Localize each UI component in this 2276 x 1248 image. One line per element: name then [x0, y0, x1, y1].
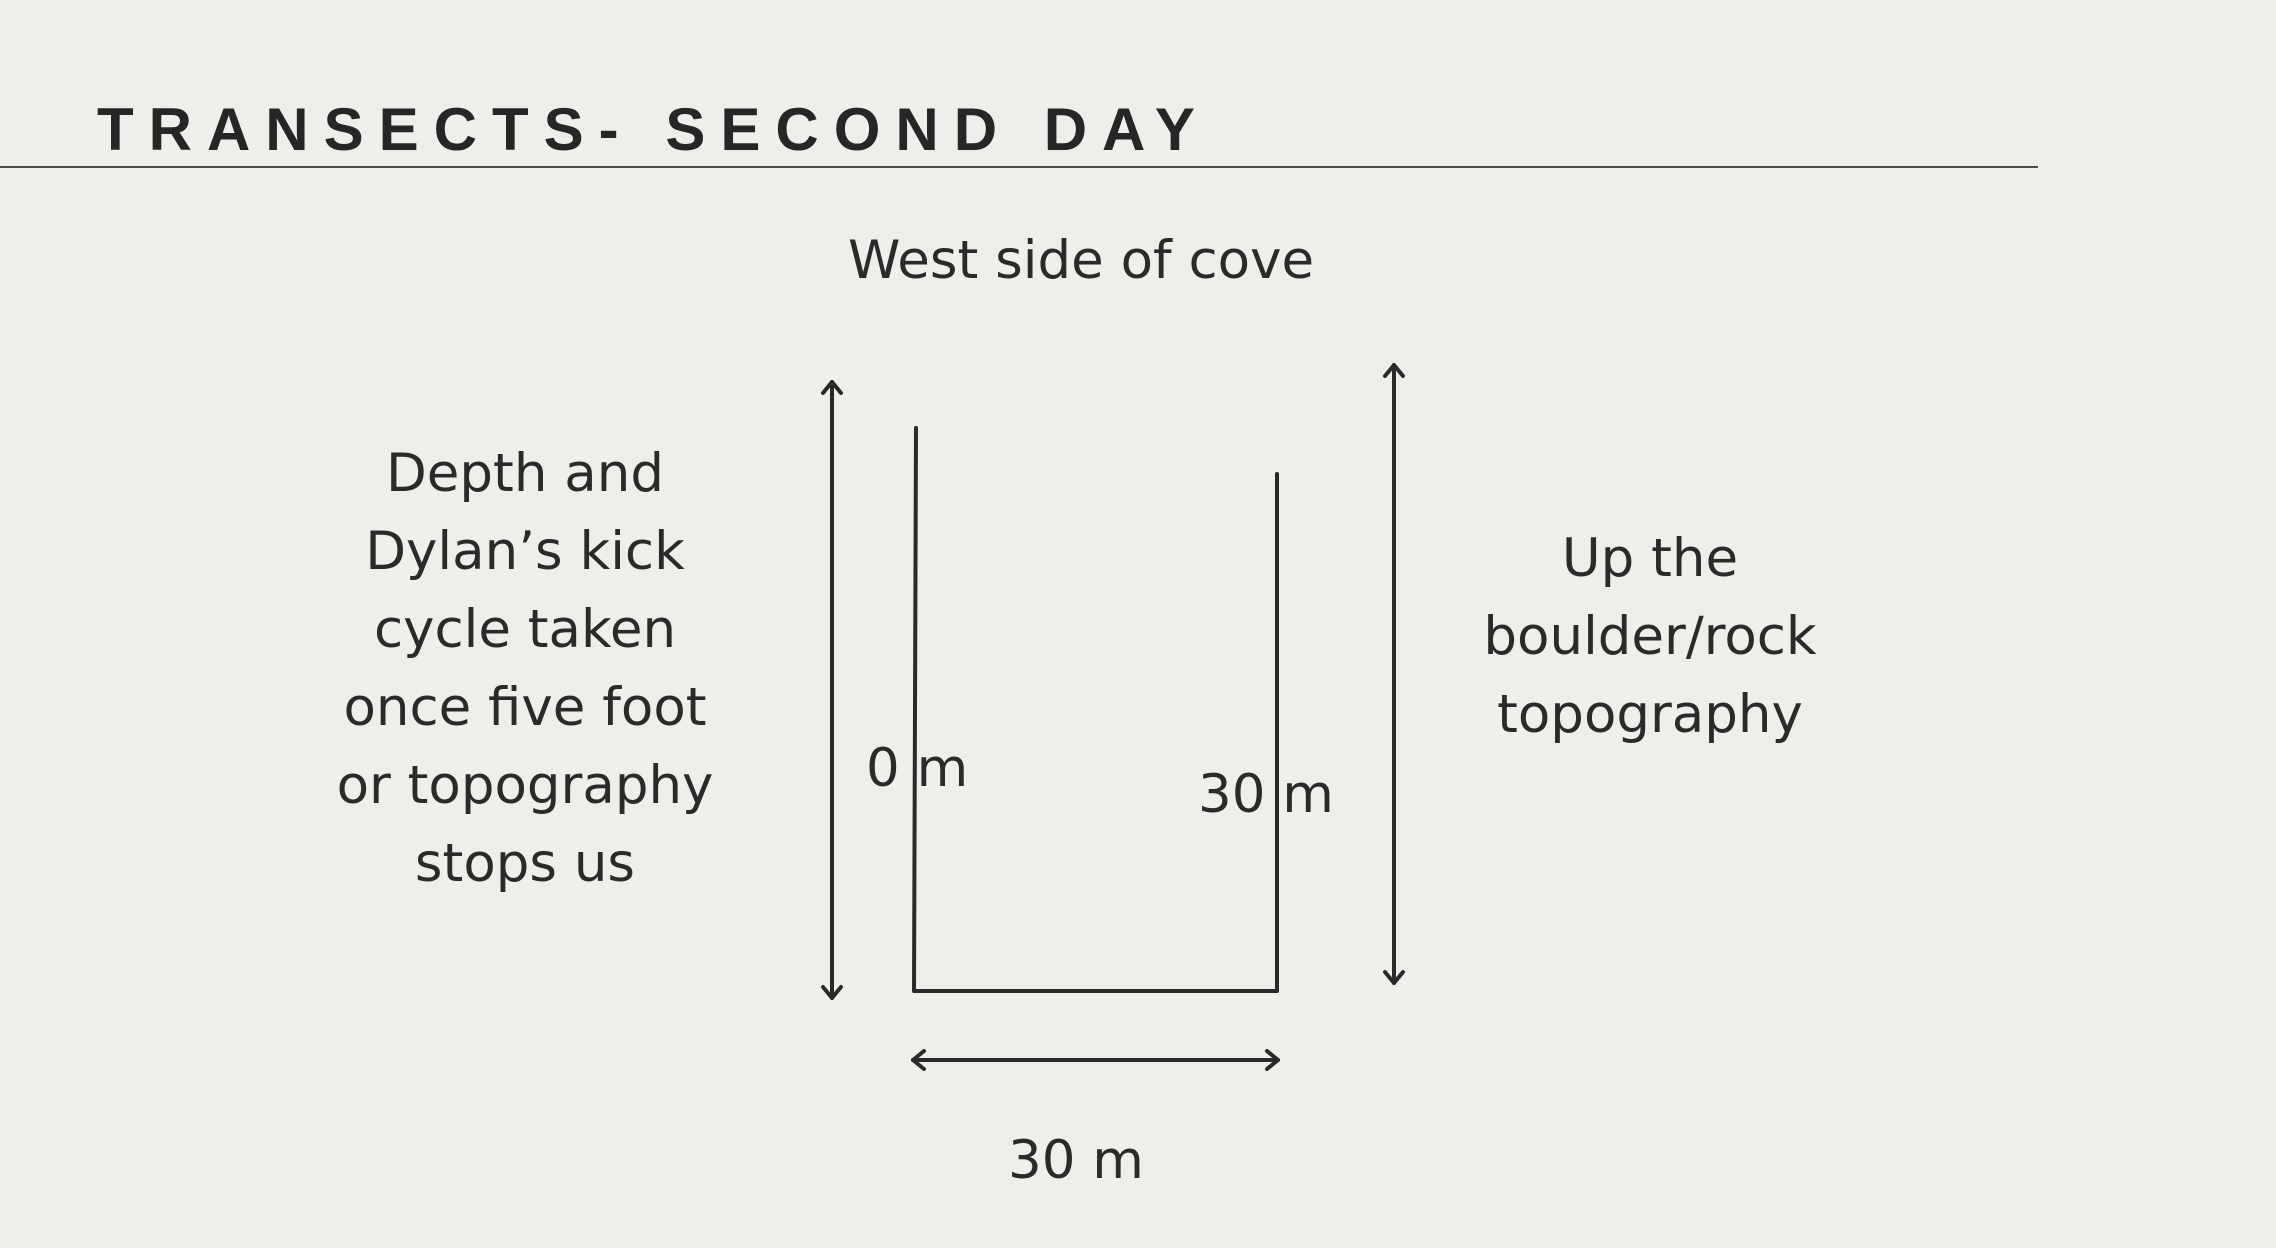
- transect-outline: [912, 426, 1279, 993]
- depth-note-line: or topography: [336, 755, 714, 816]
- depth-note-line: Dylan’s kick: [365, 521, 685, 582]
- title-divider: [0, 166, 2038, 168]
- depth-note: Depth and Dylan’s kick cycle taken once …: [280, 435, 770, 903]
- topography-note-line: Up the: [1561, 528, 1739, 589]
- depth-note-line: once five foot: [343, 677, 707, 738]
- topography-note-line: boulder/rock: [1483, 606, 1817, 667]
- depth-note-line: stops us: [414, 833, 636, 894]
- west-side-label: West side of cove: [848, 230, 1315, 291]
- topography-note: Up the boulder/rock topography: [1420, 520, 1880, 754]
- depth-note-line: cycle taken: [373, 599, 677, 660]
- width-label: 30 m: [1008, 1130, 1144, 1191]
- topography-note-line: topography: [1497, 684, 1803, 745]
- slide-title: TRANSECTS- SECOND DAY: [97, 96, 1210, 163]
- start-distance-label: 0 m: [866, 738, 969, 799]
- left-depth-arrow: [821, 380, 843, 1000]
- depth-note-line: Depth and: [386, 443, 664, 504]
- right-topography-arrow: [1383, 363, 1405, 985]
- end-distance-label: 30 m: [1198, 764, 1334, 825]
- width-arrow: [911, 1049, 1280, 1071]
